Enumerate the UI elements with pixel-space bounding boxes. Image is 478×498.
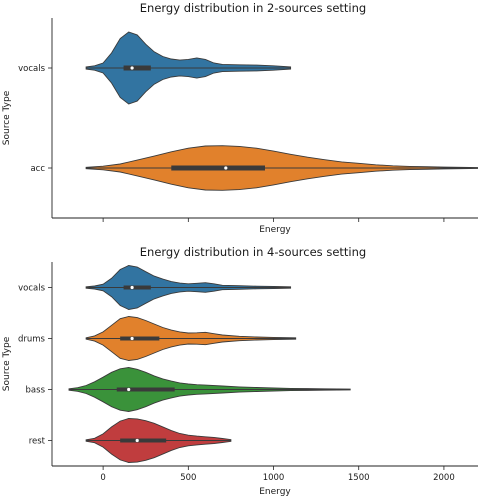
y-axis-label: Source Type — [2, 336, 12, 391]
x-tick-label: 2000 — [433, 473, 455, 483]
median-dot-bass — [127, 387, 131, 392]
chart-panel-2: Energy distribution in 4-sources setting… — [2, 245, 478, 497]
median-dot-vocals — [130, 66, 134, 70]
x-axis-label: Energy — [259, 487, 291, 497]
iqr-box-bass — [116, 387, 175, 392]
iqr-box-rest — [120, 438, 167, 443]
x-tick-label: 1000 — [263, 473, 285, 483]
iqr-box-vocals — [123, 65, 151, 71]
y-axis-label: Source Type — [2, 90, 12, 145]
median-dot-vocals — [130, 285, 134, 290]
chart-panel-1: Energy distribution in 2-sources setting… — [2, 1, 478, 235]
iqr-box-drums — [120, 336, 160, 341]
x-axis-label: Energy — [259, 225, 291, 235]
iqr-box-vocals — [123, 285, 151, 290]
chart-title: Energy distribution in 4-sources setting — [140, 245, 366, 259]
median-dot-rest — [135, 438, 139, 443]
x-tick-label: 1500 — [348, 473, 370, 483]
x-tick-label: 500 — [180, 473, 196, 483]
y-tick-label: vocals — [18, 284, 45, 294]
median-dot-drums — [130, 336, 134, 341]
iqr-box-acc — [171, 165, 265, 171]
median-dot-acc — [224, 166, 228, 170]
y-tick-label: drums — [18, 335, 46, 345]
chart-title: Energy distribution in 2-sources setting — [140, 1, 366, 15]
y-tick-label: rest — [29, 437, 46, 447]
x-tick-label: 0 — [100, 473, 105, 483]
y-tick-label: acc — [30, 164, 45, 174]
y-tick-label: bass — [26, 386, 46, 396]
y-tick-label: vocals — [18, 64, 45, 74]
